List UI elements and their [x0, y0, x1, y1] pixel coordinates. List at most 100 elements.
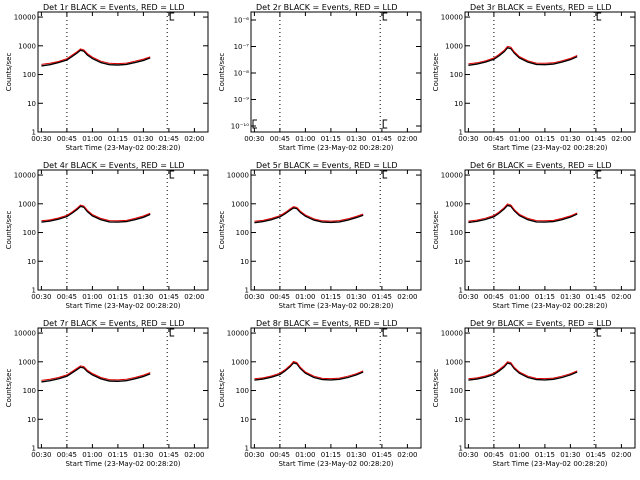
x-tick-label: 02:00: [184, 135, 204, 143]
y-tick-label: 1: [32, 287, 36, 295]
x-tick-label: 01:15: [321, 451, 341, 459]
detector-panel: Det 4r BLACK = Events, RED = LLD 00:30 00:…: [5, 161, 209, 310]
x-tick-label: 01:45: [586, 135, 606, 143]
y-tick-label: 10: [454, 416, 463, 424]
y-tick-label: 10: [240, 258, 249, 266]
y-tick-label: 10: [454, 100, 463, 108]
y-tick-label: 10000: [441, 14, 463, 22]
x-tick-label: 02:00: [184, 293, 204, 301]
y-tick-label: 10: [240, 416, 249, 424]
y-tick-label: 10⁻¹⁰: [231, 123, 249, 131]
y-tick-label: 1000: [445, 42, 463, 50]
y-axis-label: Counts/sec: [5, 211, 13, 250]
x-tick-label: 01:15: [108, 135, 128, 143]
detector-panel: Det 6r BLACK = Events, RED = LLD 00:30 00:…: [432, 161, 636, 310]
detector-panel: Det 9r BLACK = Events, RED = LLD 00:30 00:…: [432, 319, 636, 468]
x-tick-label: 01:15: [321, 135, 341, 143]
panel-title: Det 7r BLACK = Events, RED = LLD: [43, 319, 185, 328]
y-tick-label: 10000: [441, 330, 463, 338]
lld-series-line: [468, 203, 578, 222]
y-tick-label: 1000: [18, 200, 36, 208]
x-tick-label: 01:45: [372, 293, 392, 301]
bracket-mark: [382, 12, 388, 21]
x-tick-label: 01:15: [535, 135, 555, 143]
x-tick-label: 01:15: [108, 293, 128, 301]
plot-frame: [250, 327, 422, 449]
y-tick-label: 1000: [231, 200, 249, 208]
x-axis-label: Start Time (23-May-02 00:28:20): [492, 302, 607, 310]
x-tick-label: 01:30: [560, 135, 580, 143]
x-tick-label: 01:00: [509, 451, 529, 459]
x-tick-label: 01:45: [372, 135, 392, 143]
y-tick-label: 10⁻⁷: [234, 43, 250, 51]
events-series-line: [41, 205, 151, 223]
x-tick-label: 01:15: [535, 293, 555, 301]
bracket-mark: [382, 119, 388, 129]
x-tick-label: 00:45: [270, 293, 290, 301]
bracket-mark: [382, 328, 388, 337]
y-tick-label: 100: [450, 387, 463, 395]
x-tick-label: 01:45: [586, 451, 606, 459]
plot-frame: [37, 11, 209, 133]
x-tick-label: 01:30: [133, 135, 153, 143]
lld-series-line: [41, 365, 151, 381]
y-tick-label: 10: [27, 416, 36, 424]
x-tick-label: 01:30: [560, 293, 580, 301]
x-axis-label: Start Time (23-May-02 00:28:20): [492, 144, 607, 152]
y-tick-label: 10000: [227, 172, 249, 180]
lld-series-line: [41, 204, 151, 222]
y-axis-label: Counts/sec: [432, 211, 440, 250]
y-tick-label: 1: [459, 287, 463, 295]
x-tick-label: 01:45: [159, 293, 179, 301]
x-tick-label: 01:00: [509, 135, 529, 143]
bracket-mark: [169, 12, 175, 21]
y-tick-label: 10000: [227, 330, 249, 338]
y-axis-label: Counts/sec: [432, 53, 440, 92]
y-tick-label: 1: [245, 287, 249, 295]
x-tick-label: 00:45: [57, 135, 77, 143]
y-axis-label: Counts/sec: [218, 369, 226, 408]
x-tick-label: 00:30: [31, 135, 51, 143]
x-tick-label: 01:30: [560, 451, 580, 459]
x-tick-label: 01:30: [346, 451, 366, 459]
panel-title: Det 4r BLACK = Events, RED = LLD: [43, 161, 185, 170]
y-tick-label: 100: [23, 71, 36, 79]
y-tick-label: 1: [32, 445, 36, 453]
x-axis-label: Start Time (23-May-02 00:28:20): [65, 144, 180, 152]
events-series-line: [254, 362, 364, 381]
y-axis-label: Counts/sec: [218, 53, 226, 92]
x-axis-label: Start Time (23-May-02 00:28:20): [65, 302, 180, 310]
x-tick-label: 00:45: [484, 135, 504, 143]
panel-title: Det 3r BLACK = Events, RED = LLD: [470, 3, 612, 12]
events-series-line: [254, 207, 364, 224]
detector-panel: Det 8r BLACK = Events, RED = LLD 00:30 00:…: [218, 319, 422, 468]
x-tick-label: 00:45: [484, 451, 504, 459]
panel-title: Det 1r BLACK = Events, RED = LLD: [43, 3, 185, 12]
lld-series-line: [254, 360, 364, 380]
detector-panel: Det 1r BLACK = Events, RED = LLD 00:30 00:…: [5, 3, 209, 152]
y-tick-label: 100: [450, 71, 463, 79]
x-tick-label: 01:00: [295, 451, 315, 459]
x-tick-label: 01:00: [82, 451, 102, 459]
x-tick-label: 00:30: [458, 451, 478, 459]
x-tick-label: 00:30: [244, 451, 264, 459]
x-axis-label: Start Time (23-May-02 00:28:20): [65, 460, 180, 468]
y-tick-label: 10: [454, 258, 463, 266]
y-tick-label: 10000: [14, 172, 36, 180]
panel-title: Det 9r BLACK = Events, RED = LLD: [470, 319, 612, 328]
x-axis-label: Start Time (23-May-02 00:28:20): [492, 460, 607, 468]
x-tick-label: 01:30: [346, 293, 366, 301]
plot-frame: [37, 169, 209, 291]
plot-frame: [250, 11, 422, 133]
x-tick-label: 01:30: [133, 451, 153, 459]
x-tick-label: 01:00: [295, 135, 315, 143]
x-tick-label: 00:30: [244, 135, 264, 143]
bracket-mark: [596, 12, 602, 21]
y-tick-label: 1000: [18, 358, 36, 366]
x-tick-label: 00:45: [484, 293, 504, 301]
events-series-line: [41, 366, 151, 383]
events-series-line: [468, 362, 578, 381]
panel-title: Det 6r BLACK = Events, RED = LLD: [470, 161, 612, 170]
plot-frame: [250, 169, 422, 291]
